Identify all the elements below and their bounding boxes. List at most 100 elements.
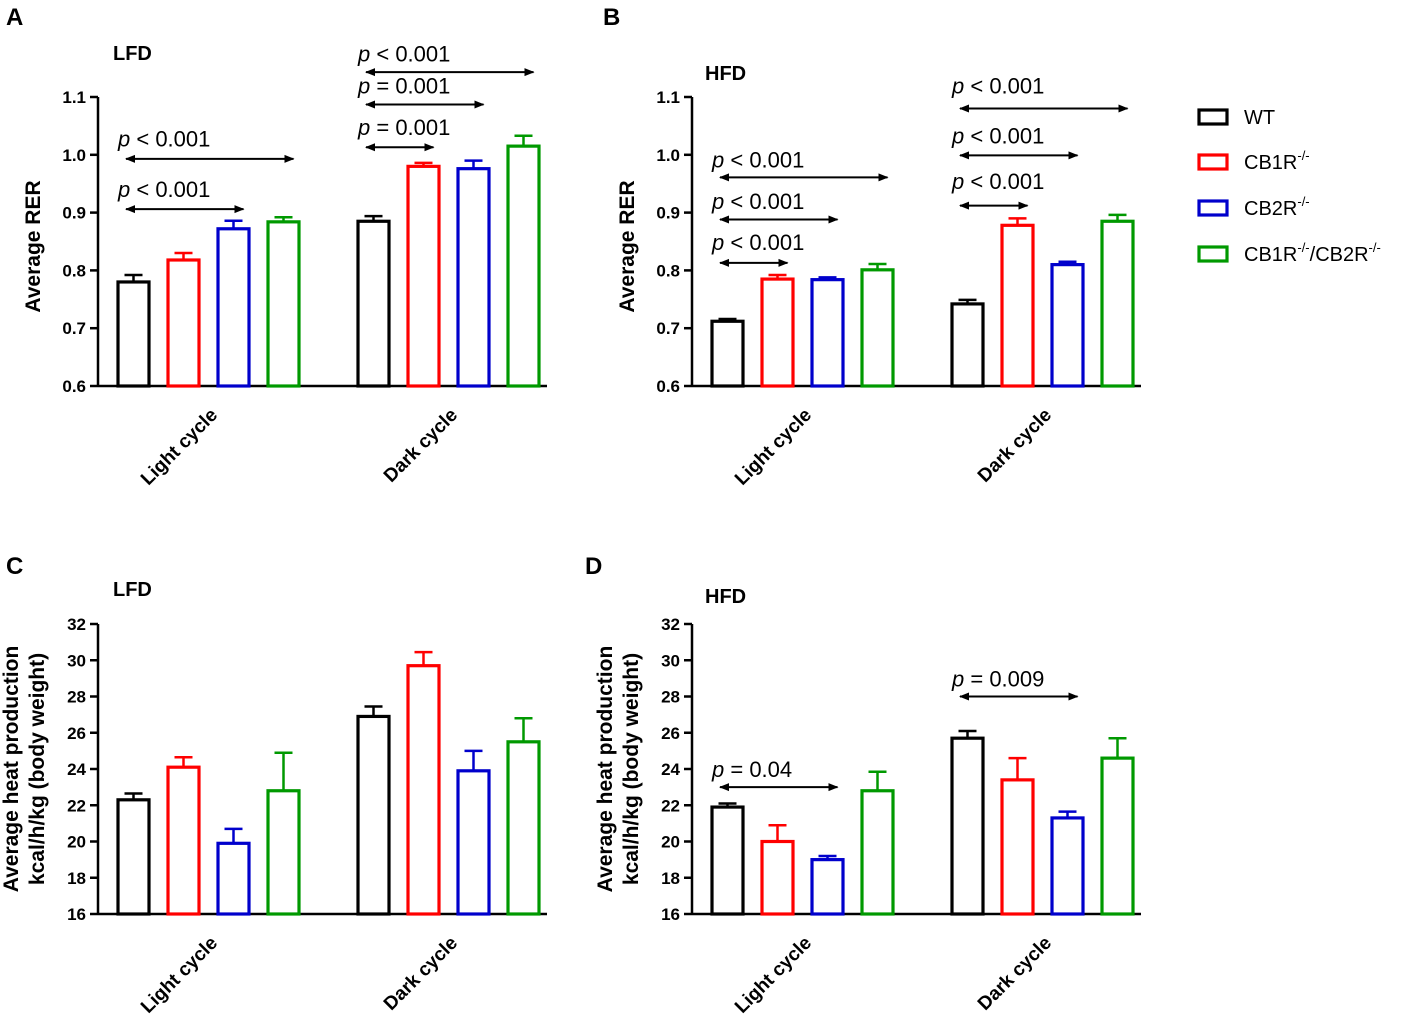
legend-swatch: [1197, 199, 1229, 217]
bar: [950, 302, 985, 388]
bar: [710, 319, 745, 388]
bar: [406, 164, 441, 388]
y-tick-label: 1.1: [656, 88, 680, 107]
panel-b: B HFD 0.6 0.7 0.8 0.9 1.0 1.1 Average RER Light c…: [603, 4, 1141, 490]
legend-item: WT: [1197, 107, 1275, 129]
y-tick-label: 0.6: [62, 377, 86, 396]
bar: [860, 268, 895, 388]
bar: [1100, 219, 1135, 388]
panel-letter: D: [585, 553, 602, 580]
bar: [1000, 778, 1035, 916]
bar: [710, 805, 745, 916]
p-value-label: p < 0.001: [951, 169, 1044, 194]
y-tick-label: 28: [661, 688, 680, 707]
x-category-label: Dark cycle: [974, 405, 1056, 487]
bar: [810, 858, 845, 916]
y-tick-label: 0.7: [656, 319, 680, 338]
panel-d: D HFD 16 18 20 22 24 26 28 30 32 Average heat produ…: [585, 553, 1141, 1018]
x-category-label: Dark cycle: [380, 405, 462, 487]
bar: [116, 798, 151, 916]
x-category-label: Dark cycle: [380, 933, 462, 1015]
bar: [1100, 756, 1135, 916]
bar: [1050, 816, 1085, 916]
y-tick-label: 1.0: [62, 146, 86, 165]
y-tick-label: 1.0: [656, 146, 680, 165]
bar: [216, 227, 251, 388]
y-tick-label: 28: [67, 688, 86, 707]
y-tick-label: 0.9: [62, 204, 86, 223]
legend-swatch: [1197, 108, 1229, 126]
y-tick-label: 32: [661, 615, 680, 634]
p-value-label: p < 0.001: [711, 230, 804, 255]
p-value-label: p = 0.001: [357, 115, 450, 140]
p-value-label: p < 0.001: [117, 177, 210, 202]
y-tick-label: 0.8: [62, 261, 86, 280]
panel-c: C LFD 16 18 20 22 24 26 28 30 32 Average heat produ…: [0, 553, 547, 1018]
x-category-label: Light cycle: [137, 405, 222, 490]
legend-label: CB2R-/-: [1244, 194, 1310, 220]
p-value-label: p < 0.001: [951, 124, 1044, 149]
bar: [760, 839, 795, 916]
y-tick-label: 22: [67, 796, 86, 815]
y-axis-label-units: kcal/h/kg (body weight): [26, 653, 49, 885]
bar: [456, 769, 491, 916]
bar: [166, 258, 201, 388]
y-tick-label: 20: [67, 833, 86, 852]
y-tick-label: 24: [67, 760, 86, 779]
x-category-label: Dark cycle: [974, 933, 1056, 1015]
bar: [1000, 223, 1035, 388]
bar: [216, 841, 251, 916]
bar: [356, 714, 391, 916]
bar: [506, 740, 541, 916]
legend-swatch: [1197, 153, 1229, 171]
bar: [116, 280, 151, 388]
bar: [860, 789, 895, 916]
bar: [456, 167, 491, 388]
y-tick-label: 16: [661, 905, 680, 924]
y-tick-label: 30: [67, 651, 86, 670]
y-tick-label: 1.1: [62, 88, 86, 107]
y-axis-label-units: kcal/h/kg (body weight): [620, 653, 643, 885]
legend-item: CB2R-/-: [1197, 194, 1310, 220]
y-tick-label: 0.8: [656, 261, 680, 280]
y-tick-label: 24: [661, 760, 680, 779]
y-tick-label: 0.6: [656, 377, 680, 396]
diet-label: LFD: [113, 43, 152, 65]
y-tick-label: 30: [661, 651, 680, 670]
p-value-label: p < 0.001: [357, 42, 450, 67]
x-category-label: Light cycle: [137, 933, 222, 1018]
bar: [950, 736, 985, 916]
legend-label: WT: [1244, 107, 1275, 129]
y-tick-label: 26: [661, 724, 680, 743]
p-value-label: p < 0.001: [711, 189, 804, 214]
bar: [1050, 263, 1085, 388]
bar: [356, 219, 391, 388]
p-value-label: p = 0.009: [951, 666, 1044, 691]
y-tick-label: 16: [67, 905, 86, 924]
bar: [760, 277, 795, 388]
y-tick-label: 32: [67, 615, 86, 634]
bar: [266, 220, 301, 388]
y-tick-label: 26: [67, 724, 86, 743]
panel-letter: B: [603, 4, 620, 31]
y-tick-label: 0.9: [656, 204, 680, 223]
legend-label: CB1R-/-: [1244, 148, 1310, 174]
p-value-label: p = 0.04: [711, 757, 792, 782]
y-axis-label: Average RER: [22, 180, 45, 312]
y-tick-label: 20: [661, 833, 680, 852]
y-tick-label: 0.7: [62, 319, 86, 338]
p-value-label: p = 0.001: [357, 73, 450, 98]
panel-letter: C: [6, 553, 23, 580]
bar: [506, 144, 541, 388]
p-value-label: p < 0.001: [951, 73, 1044, 98]
y-axis-label: Average heat production: [0, 646, 23, 893]
legend-item: CB1R-/-: [1197, 148, 1310, 174]
y-axis-label: Average heat production: [594, 646, 617, 893]
panel-letter: A: [6, 4, 23, 31]
diet-label: HFD: [705, 63, 746, 85]
panel-a: A LFD 0.6 0.7 0.8 0.9 1.0 1.1 Average RER Light c…: [6, 4, 547, 490]
p-value-label: p < 0.001: [117, 127, 210, 152]
y-tick-label: 18: [67, 869, 86, 888]
y-tick-label: 22: [661, 796, 680, 815]
